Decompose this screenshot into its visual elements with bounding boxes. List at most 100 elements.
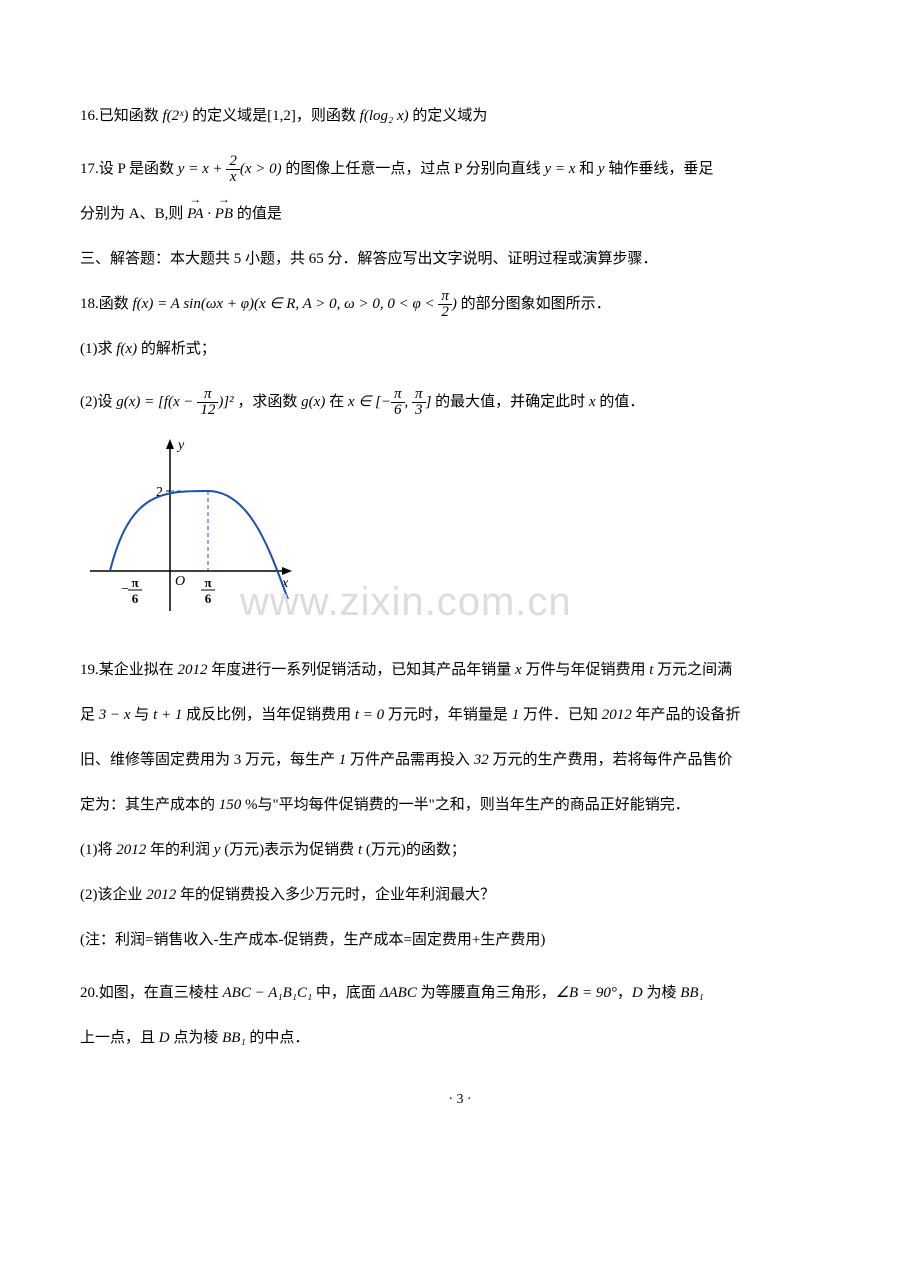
q17-prefix: 17.设 P 是函数 xyxy=(80,161,178,177)
q18-func: f(x) = A sin(ωx + φ)(x ∈ R, A > 0, ω > 0… xyxy=(133,296,461,312)
page-number: · 3 · xyxy=(80,1085,840,1116)
q18-r1: π6 xyxy=(391,387,405,418)
q19-2012a: 2012 xyxy=(178,662,208,678)
q20-l2c: 的中点． xyxy=(246,1030,310,1046)
q18-p2e: 的值． xyxy=(599,394,644,410)
q18-frac: π2 xyxy=(438,289,452,320)
q19-l2d: 万元时，年销量是 xyxy=(384,707,512,723)
svg-text:O: O xyxy=(175,574,185,589)
q18-gxlabel: g(x) xyxy=(301,394,325,410)
q18-gx-body: g(x) = [f(x − xyxy=(116,394,197,410)
q19-l1b: 年度进行一系列促销活动，已知其产品年销量 xyxy=(208,662,516,678)
q18-range: x ∈ [−π6, π3] xyxy=(348,394,435,410)
q17-eq: y = x + 2x(x > 0) xyxy=(178,161,286,177)
q19-2012d: 2012 xyxy=(146,887,176,903)
q18-p2b: ，求函数 xyxy=(237,394,301,410)
q19-e2: t + 1 xyxy=(153,707,182,723)
q17-dot: · xyxy=(207,206,215,222)
q19-l3c: 万元的生产费用，若将每件产品售价 xyxy=(489,752,733,768)
question-19-l2: 足 3 − x 与 t + 1 成反比例，当年促销费用 t = 0 万元时，年销… xyxy=(80,699,840,732)
q16-mid2: 的定义域为 xyxy=(412,108,487,124)
q18-prefix: 18.函数 xyxy=(80,296,133,312)
q20-l1e: 为棱 xyxy=(643,985,681,1001)
question-19-note: (注：利润=销售收入-生产成本-促销费，生产成本=固定费用+生产费用) xyxy=(80,924,840,957)
q18-func-body: f(x) = A sin(ωx + φ)(x ∈ R, A > 0, ω > 0… xyxy=(133,296,439,312)
q17-frac: 2x xyxy=(226,154,240,185)
q20-bb1: BB₁ xyxy=(680,985,704,1001)
question-19-p2: (2)该企业 2012 年的促销费投入多少万元时，企业年利润最大？ xyxy=(80,879,840,912)
q18-comma: , xyxy=(405,394,413,410)
question-19-l4: 定为：其生产成本的 150 %与"平均每件促销费的一半"之和，则当年生产的商品正… xyxy=(80,789,840,822)
q20-l1b: 中，底面 xyxy=(312,985,380,1001)
q20-dv: D xyxy=(632,985,643,1001)
q19-l2f: 年产品的设备折 xyxy=(632,707,741,723)
q17-l2a: 分别为 A、B,则 xyxy=(80,206,187,222)
q19-e1: 3 − x xyxy=(99,707,131,723)
q20-l1c: 为等腰直角三角形， xyxy=(417,985,556,1001)
q20-tri: ΔABC xyxy=(380,985,417,1001)
q18-r2n: π xyxy=(412,387,426,403)
q17-yaxis: y xyxy=(598,161,605,177)
q20-l1d: ， xyxy=(617,985,632,1001)
svg-text:6: 6 xyxy=(132,591,139,606)
q17-pb: PB xyxy=(215,198,233,231)
q18-gx-tail: )]² xyxy=(218,394,233,410)
q18-gx: g(x) = [f(x − π12)]² xyxy=(116,394,237,410)
question-18: 18.函数 f(x) = A sin(ωx + φ)(x ∈ R, A > 0,… xyxy=(80,288,840,321)
q19-p1c: (万元)表示为促销费 xyxy=(220,842,358,858)
q18-pi12: π12 xyxy=(197,387,218,418)
svg-text:π: π xyxy=(204,575,211,590)
section-3-header: 三、解答题：本大题共 5 小题，共 65 分．解答应写出文字说明、证明过程或演算… xyxy=(80,243,840,276)
q19-l3a: 旧、维修等固定费用为 3 万元，每生产 xyxy=(80,752,339,768)
q19-l2c: 成反比例，当年促销费用 xyxy=(182,707,355,723)
q16-mid1: 的定义域是[1,2]，则函数 xyxy=(192,108,360,124)
q16-text: 16.已知函数 xyxy=(80,108,163,124)
q19-p1d: (万元)的函数； xyxy=(362,842,466,858)
q19-p2b: 年的促销费投入多少万元时，企业年利润最大？ xyxy=(176,887,495,903)
q18-ro: x ∈ [− xyxy=(348,394,391,410)
q19-p1b: 年的利润 xyxy=(146,842,214,858)
q19-2012c: 2012 xyxy=(116,842,146,858)
q18-p1c: 的解析式； xyxy=(141,341,216,357)
svg-text:y: y xyxy=(176,438,185,453)
q17-pa: PA xyxy=(187,198,203,231)
q19-e3: t = 0 xyxy=(355,707,384,723)
q18-xvar: x xyxy=(589,394,596,410)
q18-r2d: 3 xyxy=(412,403,426,418)
q18-rparen: ) xyxy=(452,296,457,312)
q17-l2b: 的值是 xyxy=(237,206,282,222)
q20-l2b: 点为棱 xyxy=(170,1030,223,1046)
q19-l1c: 万件与年促销费用 xyxy=(522,662,650,678)
q17-mid1: 的图像上任意一点，过点 P 分别向直线 xyxy=(285,161,544,177)
q18-r1n: π xyxy=(391,387,405,403)
q19-l4a: 定为：其生产成本的 xyxy=(80,797,219,813)
q19-l2a: 足 xyxy=(80,707,99,723)
q18-p2a: (2)设 xyxy=(80,394,116,410)
q16-f2: f(log₂ x) xyxy=(360,108,409,124)
svg-text:−: − xyxy=(121,582,129,597)
q20-bb1b: BB₁ xyxy=(222,1030,246,1046)
q17-num: 2 xyxy=(226,154,240,170)
q17-cond: (x > 0) xyxy=(240,161,282,177)
question-16: 16.已知函数 f(2ˣ) 的定义域是[1,2]，则函数 f(log₂ x) 的… xyxy=(80,100,840,133)
q17-lhs: y = x + xyxy=(178,161,227,177)
q19-p1a: (1)将 xyxy=(80,842,116,858)
chart-svg: yx2Oπ6−π6 xyxy=(80,431,300,621)
question-19-l3: 旧、维修等固定费用为 3 万元，每生产 1 万件产品需再投入 32 万元的生产费… xyxy=(80,744,840,777)
q20-dv2: D xyxy=(159,1030,170,1046)
q18-two: 2 xyxy=(438,305,452,320)
svg-text:π: π xyxy=(131,575,138,590)
q20-l1a: 20.如图，在直三棱柱 xyxy=(80,985,223,1001)
q20-l2a: 上一点，且 xyxy=(80,1030,159,1046)
q20-angle: ∠B = 90° xyxy=(556,985,617,1001)
q17-mid2: 和 xyxy=(579,161,598,177)
q18-pi: π xyxy=(438,289,452,305)
question-17-line2: 分别为 A、B,则 PA · PB 的值是 xyxy=(80,198,840,231)
q18-r1d: 6 xyxy=(391,403,405,418)
page-content: 16.已知函数 f(2ˣ) 的定义域是[1,2]，则函数 f(log₂ x) 的… xyxy=(0,0,920,1156)
q19-xv: x xyxy=(515,662,522,678)
q19-p2a: (2)该企业 xyxy=(80,887,146,903)
q18-p2d: 的最大值，并确定此时 xyxy=(435,394,589,410)
q18-chart: yx2Oπ6−π6 xyxy=(80,431,840,634)
question-18-p1: (1)求 f(x) 的解析式； xyxy=(80,333,840,366)
